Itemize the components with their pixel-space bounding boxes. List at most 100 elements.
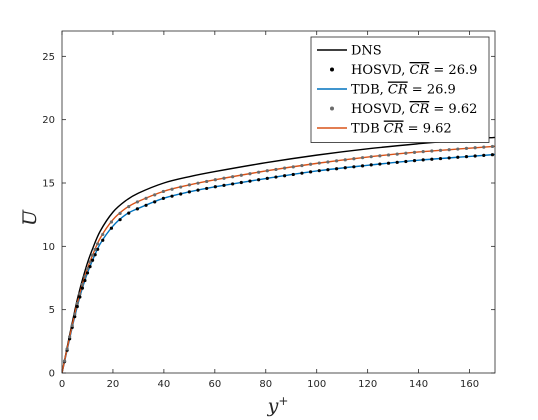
data-point-hosvd1	[360, 164, 365, 168]
data-point-hosvd1	[196, 188, 200, 192]
data-point-hosvd2	[187, 183, 191, 187]
data-point-hosvd1	[187, 190, 191, 194]
data-point-hosvd1	[78, 295, 82, 299]
data-point-hosvd2	[70, 323, 74, 328]
data-point-hosvd2	[93, 247, 97, 252]
data-point-hosvd1	[73, 315, 77, 319]
data-point-hosvd1	[490, 153, 495, 157]
legend-cr-symbol: CR	[410, 63, 430, 78]
data-point-hosvd1	[334, 167, 339, 171]
series-line-dns	[62, 136, 495, 373]
data-point-hosvd2	[369, 155, 373, 159]
data-point-hosvd2	[274, 167, 278, 172]
data-point-hosvd1	[239, 180, 243, 185]
y-tick-label: 0	[49, 369, 55, 380]
data-point-hosvd2	[222, 176, 226, 180]
data-point-hosvd2	[161, 189, 165, 194]
data-point-hosvd1	[213, 185, 217, 189]
data-point-hosvd2	[386, 153, 391, 157]
data-point-hosvd2	[75, 301, 79, 305]
data-point-hosvd1	[430, 157, 434, 161]
data-point-hosvd2	[65, 347, 69, 351]
data-point-hosvd2	[144, 196, 148, 200]
data-point-hosvd2	[118, 211, 122, 215]
data-point-hosvd2	[90, 253, 95, 257]
data-point-hosvd1	[248, 179, 252, 183]
data-point-hosvd1	[421, 158, 425, 162]
data-point-hosvd2	[395, 152, 399, 156]
axes: 0 20 40 60 80 100 120 140 160 0 5 10 15 20 25	[42, 30, 496, 390]
data-point-hosvd2	[447, 148, 451, 152]
data-point-hosvd1	[412, 159, 417, 163]
data-point-hosvd1	[109, 226, 114, 230]
data-point-hosvd1	[85, 271, 90, 275]
data-point-hosvd2	[300, 163, 304, 168]
x-tick-label: 40	[158, 379, 171, 390]
data-point-hosvd1	[482, 153, 486, 157]
data-point-hosvd2	[127, 205, 131, 209]
legend-cr-symbol: CR	[388, 83, 408, 98]
x-tick-label: 0	[59, 379, 65, 390]
legend-box	[310, 36, 490, 143]
series-line-tdb1	[62, 153, 495, 373]
data-point-hosvd2	[88, 260, 92, 264]
data-point-hosvd1	[205, 186, 209, 191]
data-point-hosvd1	[257, 178, 261, 182]
data-point-hosvd1	[153, 200, 157, 204]
data-point-hosvd1	[83, 278, 87, 283]
data-point-hosvd1	[438, 156, 443, 161]
legend-cr-symbol: CR	[410, 102, 430, 117]
y-tick-label: 15	[42, 179, 55, 190]
data-point-hosvd1	[291, 172, 295, 177]
data-point-hosvd2	[179, 185, 183, 189]
data-point-hosvd2	[257, 170, 261, 174]
data-point-hosvd1	[127, 211, 131, 215]
data-point-hosvd1	[378, 162, 382, 166]
data-point-hosvd2	[352, 157, 356, 161]
data-point-hosvd2	[239, 173, 243, 177]
data-point-hosvd1	[283, 174, 287, 178]
data-point-hosvd2	[291, 165, 295, 169]
data-point-hosvd2	[464, 146, 469, 150]
x-tick-label: 60	[208, 379, 221, 390]
y-tick-label: 10	[42, 242, 55, 253]
x-tick-label: 80	[259, 379, 272, 390]
y-axis-label: U	[19, 209, 41, 226]
data-point-hosvd2	[205, 179, 209, 184]
data-point-hosvd2	[438, 148, 443, 152]
data-point-hosvd2	[101, 232, 105, 237]
data-point-hosvd1	[386, 161, 391, 165]
data-point-hosvd1	[456, 155, 460, 159]
data-point-hosvd2	[360, 156, 365, 160]
data-point-hosvd2	[153, 193, 157, 197]
data-point-hosvd2	[248, 172, 252, 176]
data-point-hosvd1	[447, 156, 451, 160]
data-point-hosvd2	[109, 220, 114, 224]
data-point-hosvd1	[170, 194, 174, 198]
legend-label: TDB CR = 9.62	[351, 122, 452, 137]
data-point-hosvd2	[213, 178, 217, 182]
data-point-hosvd2	[430, 149, 434, 153]
data-point-hosvd1	[265, 176, 269, 180]
data-point-hosvd2	[196, 181, 200, 185]
data-point-hosvd2	[378, 154, 382, 158]
x-tick-label: 160	[460, 379, 479, 390]
data-point-hosvd2	[283, 166, 287, 170]
data-point-hosvd1	[222, 183, 226, 187]
data-point-hosvd2	[231, 175, 235, 179]
data-point-hosvd2	[170, 187, 174, 191]
legend-item-tdb1: TDB, CR = 26.9	[317, 83, 456, 98]
legend: DNS HOSVD, CR = 26.9 TDB, CR = 26.9 HOSVD, …	[310, 36, 490, 143]
data-point-hosvd2	[96, 242, 100, 246]
data-point-hosvd1	[144, 203, 148, 207]
data-point-hosvd1	[404, 159, 408, 164]
legend-label: HOSVD, CR = 26.9	[351, 63, 477, 78]
data-point-hosvd2	[80, 282, 84, 286]
data-point-hosvd1	[93, 253, 97, 257]
x-tick-label: 140	[409, 379, 428, 390]
legend-swatch-dot	[330, 106, 334, 111]
legend-label: HOSVD, CR = 9.62	[351, 102, 477, 117]
data-point-hosvd2	[490, 144, 495, 149]
data-point-hosvd1	[101, 238, 105, 242]
